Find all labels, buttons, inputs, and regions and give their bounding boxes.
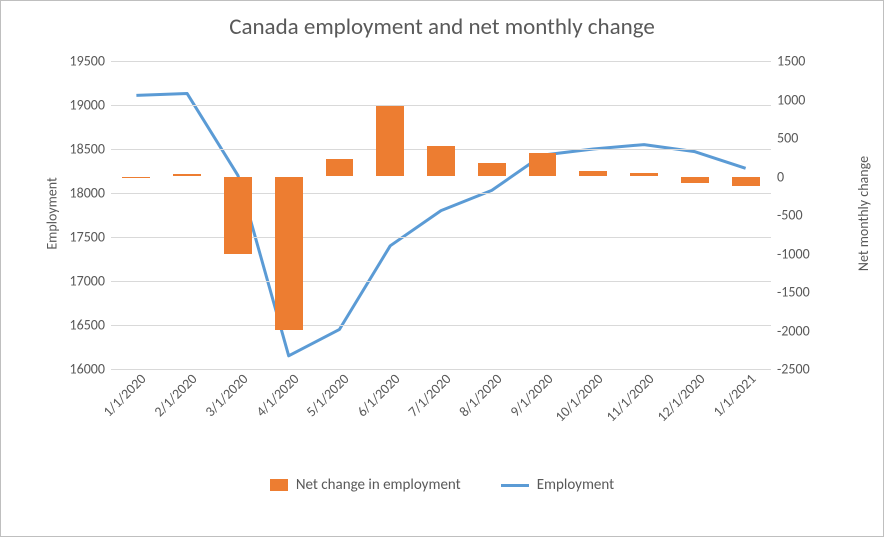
xtick: 8/1/2020: [454, 369, 505, 420]
plot-area: 1600016500170001750018000185001900019500…: [111, 61, 771, 369]
legend-swatch-line: [501, 484, 529, 487]
y-axis-label-left: Employment: [44, 177, 61, 249]
chart-title: Canada employment and net monthly change: [1, 13, 883, 41]
bar: [630, 173, 658, 177]
xtick: 7/1/2020: [403, 369, 454, 420]
bar: [224, 177, 252, 254]
legend-item-bar: Net change in employment: [270, 476, 461, 494]
bar: [326, 159, 354, 177]
chart-frame: Canada employment and net monthly change…: [0, 0, 884, 537]
xtick: 10/1/2020: [551, 369, 607, 425]
y-axis-label-right: Net monthly change: [855, 156, 872, 271]
legend-label-bar: Net change in employment: [296, 476, 461, 494]
ytick-left: 19000: [70, 97, 111, 114]
legend-swatch-bar: [270, 479, 288, 491]
xtick: 9/1/2020: [505, 369, 556, 420]
bar: [122, 177, 150, 178]
ytick-left: 17500: [70, 229, 111, 246]
xtick: 2/1/2020: [149, 369, 200, 420]
ytick-right: 500: [771, 130, 798, 147]
bar: [478, 163, 506, 176]
bar: [681, 177, 709, 183]
legend-item-line: Employment: [501, 476, 614, 494]
xtick: 1/1/2021: [708, 369, 759, 420]
gridline: [111, 193, 771, 194]
ytick-left: 17000: [70, 273, 111, 290]
bar: [427, 146, 455, 177]
line-layer: [111, 61, 771, 369]
ytick-right: -1000: [771, 245, 810, 262]
gridline: [111, 281, 771, 282]
ytick-right: -2000: [771, 322, 810, 339]
ytick-right: 1500: [771, 53, 805, 70]
gridline: [111, 61, 771, 62]
xtick: 11/1/2020: [601, 369, 657, 425]
ytick-right: -2500: [771, 361, 810, 378]
bar: [376, 106, 404, 177]
gridline: [111, 237, 771, 238]
ytick-left: 16000: [70, 361, 111, 378]
ytick-right: 1000: [771, 91, 805, 108]
xtick: 4/1/2020: [251, 369, 302, 420]
ytick-right: -1500: [771, 284, 810, 301]
bar: [732, 177, 760, 186]
ytick-left: 19500: [70, 53, 111, 70]
bar: [529, 153, 557, 176]
xtick: 3/1/2020: [200, 369, 251, 420]
ytick-right: 0: [771, 168, 784, 185]
xtick: 6/1/2020: [352, 369, 403, 420]
ytick-left: 18000: [70, 185, 111, 202]
xtick: 5/1/2020: [302, 369, 353, 420]
bar: [275, 177, 303, 330]
bar: [579, 171, 607, 176]
ytick-left: 16500: [70, 317, 111, 334]
gridline: [111, 105, 771, 106]
gridline: [111, 325, 771, 326]
legend-label-line: Employment: [537, 476, 614, 494]
xtick: 12/1/2020: [652, 369, 708, 425]
ytick-right: -500: [771, 207, 803, 224]
ytick-left: 18500: [70, 141, 111, 158]
bar: [173, 174, 201, 176]
legend: Net change in employment Employment: [1, 476, 883, 494]
